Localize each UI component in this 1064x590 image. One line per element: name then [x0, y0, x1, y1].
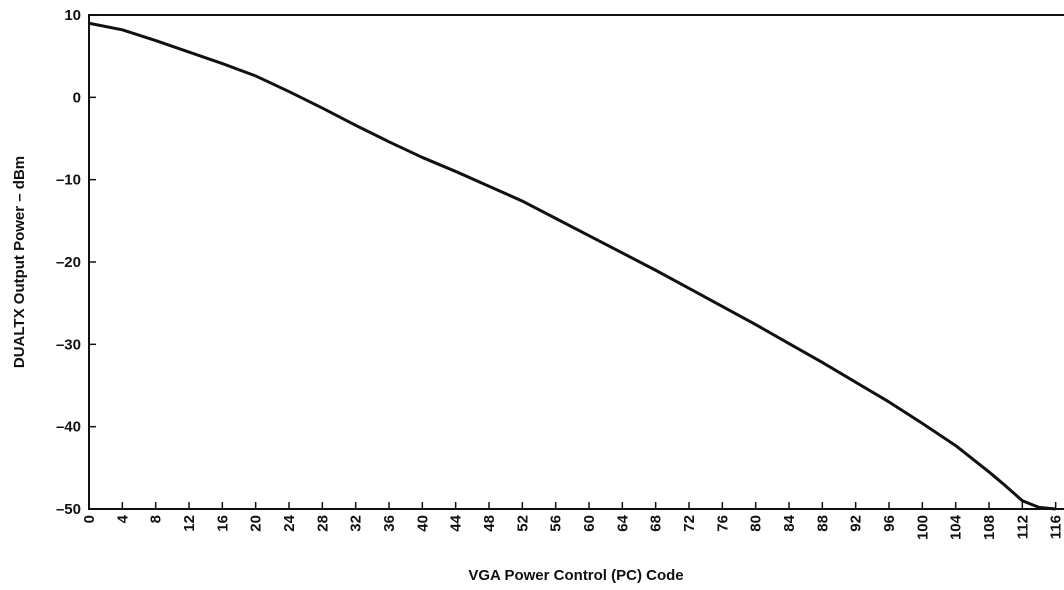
- x-tick-label: 8: [148, 515, 165, 523]
- x-tick-label: 24: [281, 514, 298, 531]
- x-tick-label: 44: [448, 514, 465, 531]
- x-tick-label: 64: [614, 514, 631, 531]
- y-tick-label: –10: [56, 172, 81, 189]
- plot-frame: [88, 14, 1064, 510]
- x-tick-label: 80: [748, 515, 765, 532]
- y-tick-label: –30: [56, 336, 81, 353]
- x-tick-label: 32: [348, 515, 365, 532]
- x-tick-label: 116: [1048, 515, 1064, 539]
- x-tick-label: 76: [714, 515, 731, 532]
- x-axis-label: VGA Power Control (PC) Code: [468, 567, 683, 584]
- y-tick-label: 0: [73, 89, 81, 106]
- x-tick-label: 40: [414, 515, 431, 532]
- x-tick-label: 12: [181, 515, 198, 532]
- x-tick-label: 92: [848, 515, 865, 532]
- x-tick-label: 108: [981, 515, 998, 540]
- x-tick-label: 72: [681, 515, 698, 532]
- x-tick-label: 28: [314, 515, 331, 532]
- y-tick-label: –50: [56, 501, 81, 518]
- x-tick-label: 84: [781, 514, 798, 531]
- x-tick-label: 36: [381, 515, 398, 532]
- data-line: [88, 21, 1056, 511]
- y-tick-label: 10: [64, 7, 81, 24]
- x-tick-label: 88: [814, 515, 831, 532]
- x-tick-label: 52: [514, 515, 531, 532]
- y-tick-label: –40: [56, 419, 81, 436]
- x-tick-label: 20: [248, 515, 265, 532]
- x-tick-label: 68: [648, 515, 665, 532]
- x-tick-label: 0: [81, 515, 98, 523]
- x-tick-label: 60: [581, 515, 598, 532]
- x-tick-label: 96: [881, 515, 898, 532]
- x-tick-label: 100: [914, 515, 931, 540]
- x-tick-label: 4: [114, 514, 131, 523]
- y-axis-label: DUALTX Output Power – dBm: [11, 156, 28, 368]
- x-tick-label: 104: [948, 514, 965, 540]
- x-tick-label: 56: [548, 515, 565, 532]
- x-tick-label: 112: [1014, 515, 1031, 539]
- y-tick-label: –20: [56, 254, 81, 271]
- x-tick-label: 48: [481, 515, 498, 532]
- x-tick-label: 16: [214, 515, 231, 532]
